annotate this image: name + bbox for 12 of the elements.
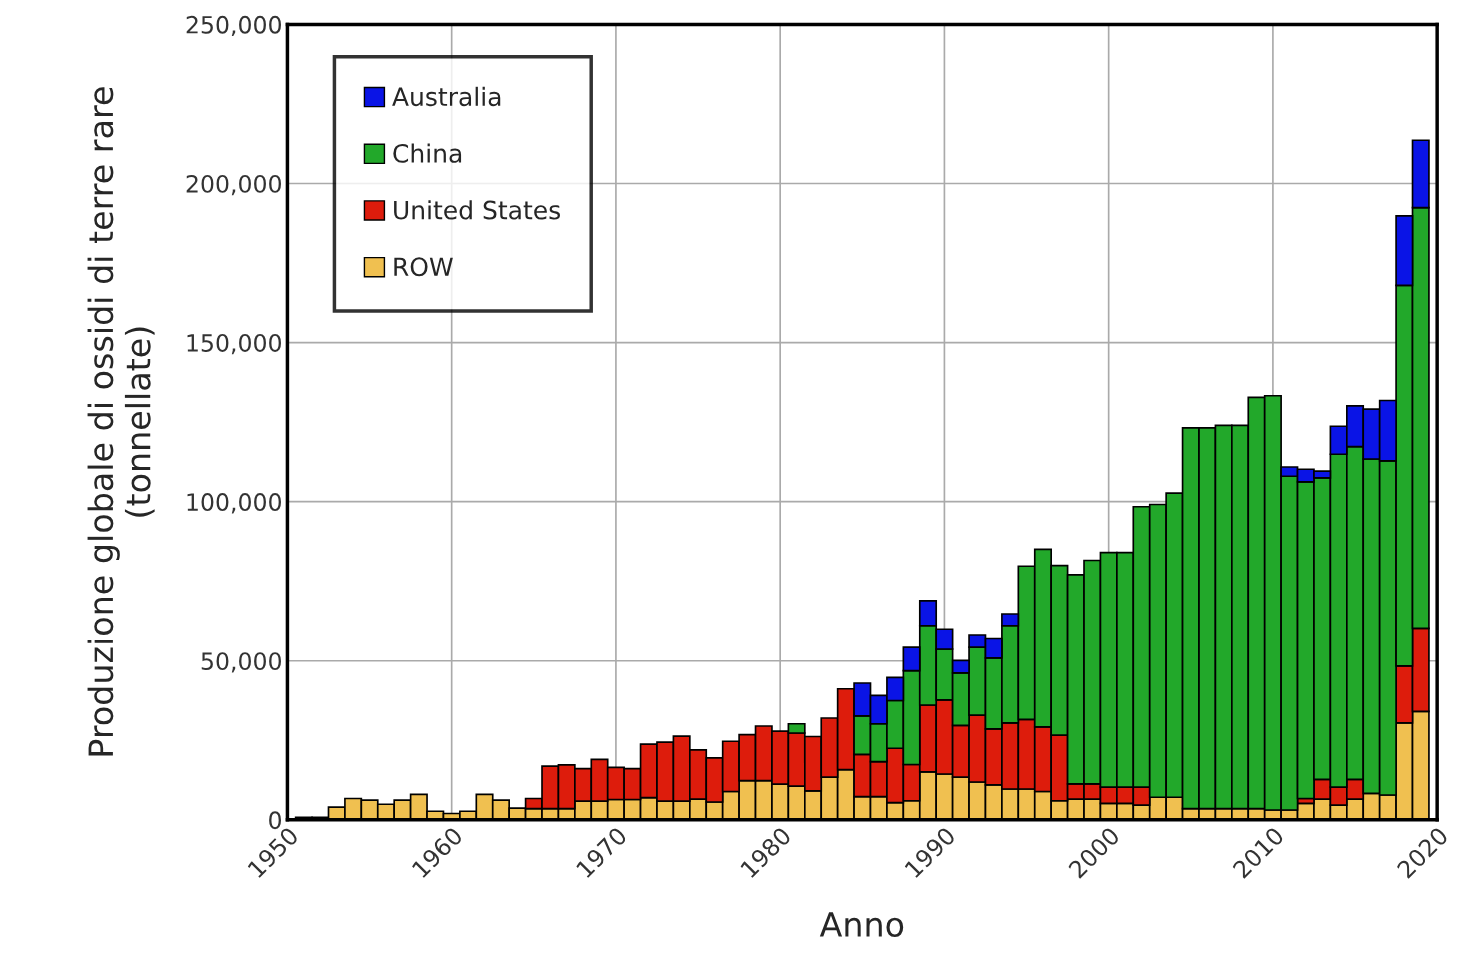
legend-label: Australia (392, 86, 501, 107)
y-axis-title: Produzione globale di ossidi di terre rare (tonnellate) (87, 87, 155, 756)
x-axis-title: Anno (819, 912, 904, 937)
legend-label: China (393, 143, 462, 163)
y-tick-label: 200,000 (186, 174, 281, 196)
y-tick-label: 50,000 (201, 652, 281, 673)
y-tick-label: 250,000 (186, 15, 281, 37)
legend-label: United States (394, 200, 560, 220)
y-tick-label: 0 (269, 811, 281, 830)
y-tick-label: 150,000 (187, 334, 281, 355)
legend-label: ROW (394, 257, 453, 277)
y-tick-label: 100,000 (187, 493, 281, 514)
